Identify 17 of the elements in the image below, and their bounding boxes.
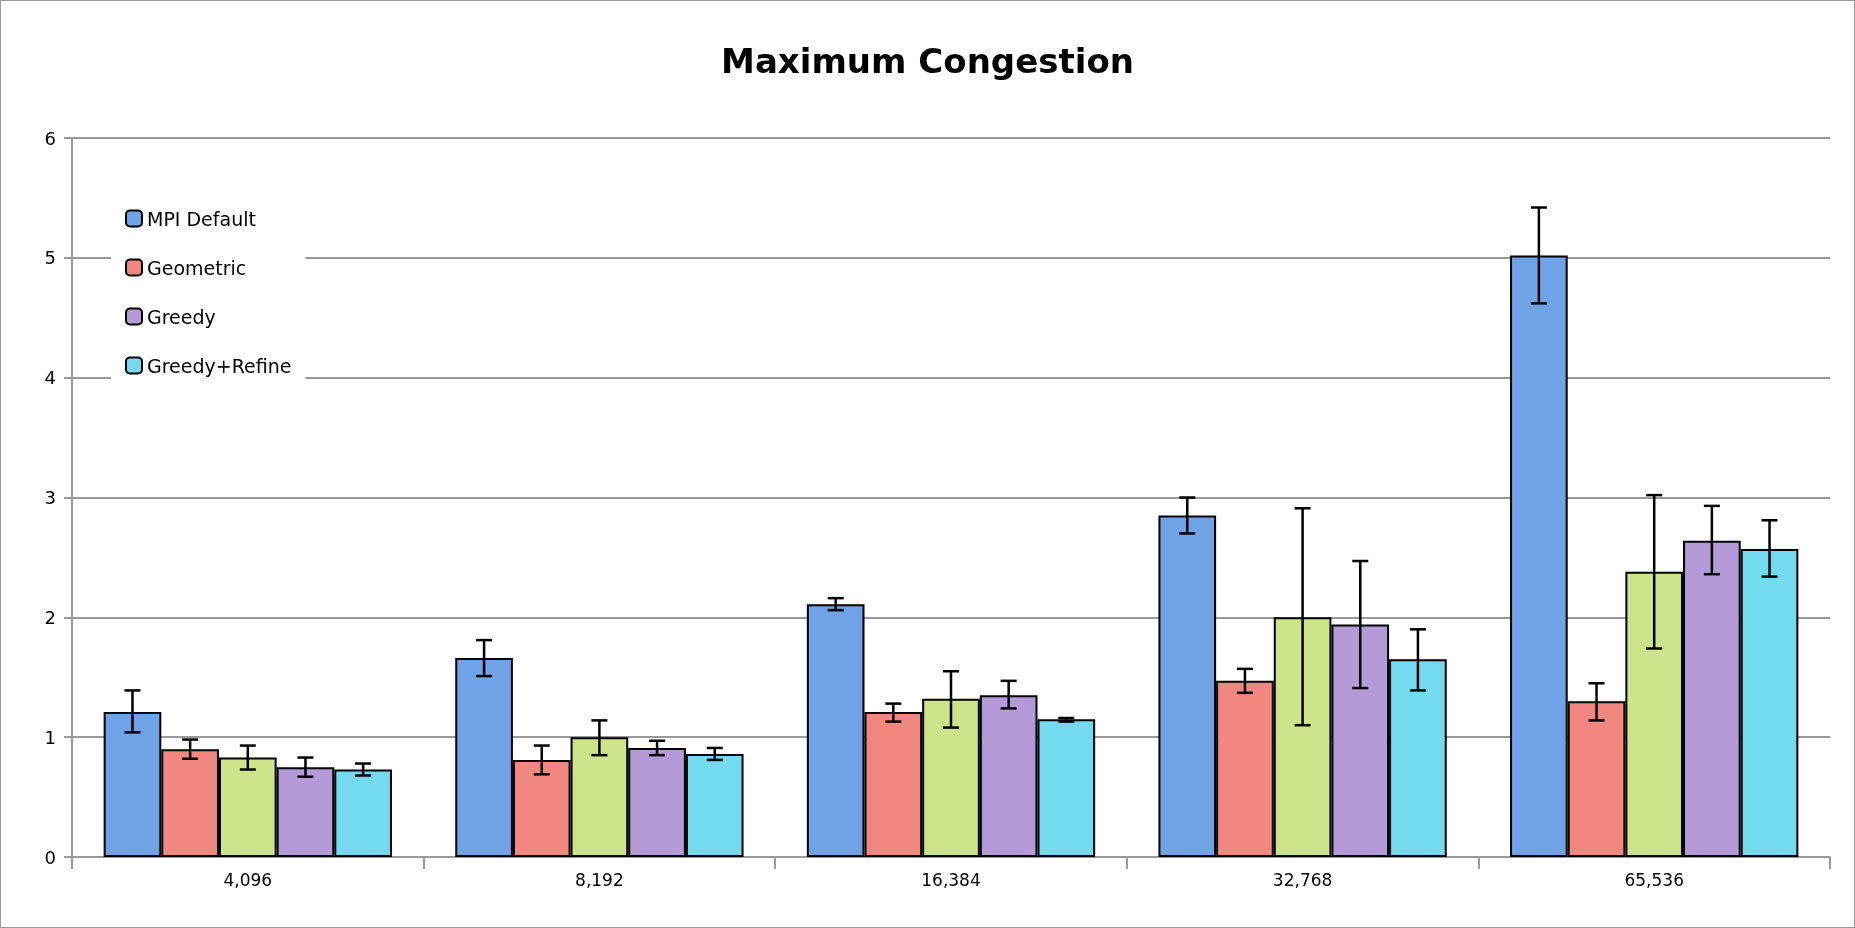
x-tick-label: 32,768 [1272,869,1333,890]
legend-label: Geometric [147,256,247,279]
y-tick-label: 0 [44,846,56,868]
y-tick-label: 2 [44,606,56,628]
x-tick-label: 16,384 [921,869,981,890]
x-tick-label: 4,096 [223,869,273,890]
y-tick-label: 1 [44,726,56,748]
x-tick-label: 65,536 [1624,869,1684,890]
legend-label: Greedy [147,305,216,328]
y-tick-label: 5 [44,247,56,269]
y-tick-label: 3 [44,487,56,508]
y-tick-label: 6 [44,127,56,149]
legend-label: MPI Default [147,207,256,230]
x-tick-label: 8,192 [575,869,624,890]
y-tick-label: 4 [44,367,56,389]
legend-label: Greedy+Refine [147,354,292,377]
chart-title: Maximum Congestion [721,41,1134,81]
